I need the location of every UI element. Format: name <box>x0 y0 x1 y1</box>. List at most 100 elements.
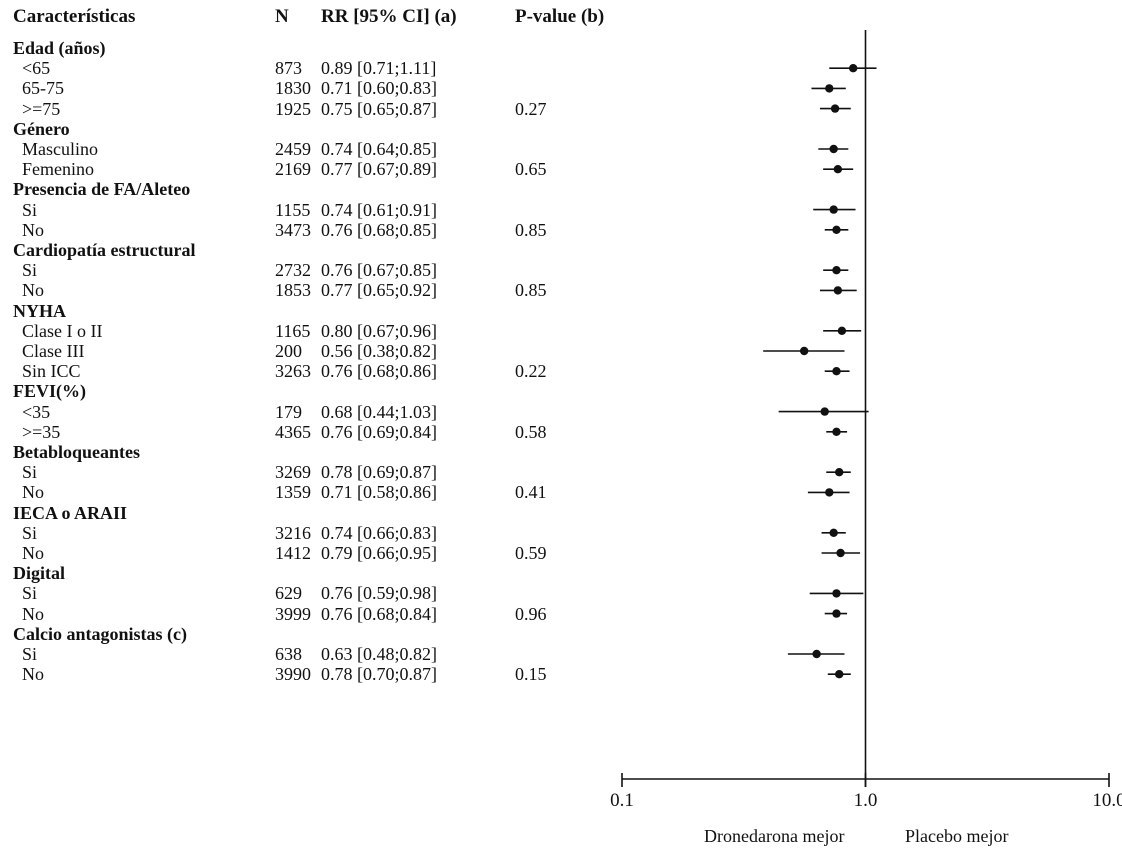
n-value: 629 <box>275 583 302 604</box>
footer-left-label: Dronedarona mejor <box>704 826 845 846</box>
group-label: Calcio antagonistas (c) <box>13 623 187 644</box>
n-value: 1830 <box>275 78 311 99</box>
subgroup-label: No <box>22 219 44 240</box>
rr-point <box>799 346 809 356</box>
rr-point <box>848 63 858 73</box>
group-header-row: IECA o ARAII <box>0 503 620 523</box>
subgroup-row: Sin ICC 3263 0.76 [0.68;0.86] 0.22 <box>0 361 620 381</box>
group-header-row: Género <box>0 119 620 139</box>
rr-point <box>829 144 838 154</box>
rr-ci-value: 0.71 [0.58;0.86] <box>321 482 437 503</box>
forest-axis: 0.1 1.0 10.0 <box>610 30 1122 811</box>
rr-ci-value: 0.78 [0.69;0.87] <box>321 462 437 483</box>
rr-ci-value: 0.74 [0.64;0.85] <box>321 139 437 159</box>
n-value: 1925 <box>275 98 311 119</box>
subgroup-label: No <box>22 543 44 563</box>
subgroup-row: No 1359 0.71 [0.58;0.86] 0.41 <box>0 482 620 502</box>
n-value: 2732 <box>275 260 311 281</box>
rr-ci-value: 0.78 [0.70;0.87] <box>321 664 437 685</box>
n-value: 200 <box>275 341 302 361</box>
p-value: 0.27 <box>515 98 547 119</box>
subgroup-label: No <box>22 603 44 624</box>
subgroup-row: Si 3216 0.74 [0.66;0.83] <box>0 523 620 543</box>
subgroup-label: Si <box>22 644 38 664</box>
group-header-row: Digital <box>0 563 620 583</box>
rr-point <box>832 609 841 618</box>
rr-point <box>832 266 841 275</box>
group-label: NYHA <box>13 300 66 321</box>
n-value: 1853 <box>275 280 311 301</box>
subgroup-label: Si <box>22 583 38 604</box>
p-value: 0.58 <box>515 421 547 442</box>
rr-point <box>835 468 844 477</box>
rr-point <box>829 528 838 537</box>
n-value: 873 <box>275 58 302 79</box>
subgroup-row: 65-75 1830 0.71 [0.60;0.83] <box>0 78 620 98</box>
footer-right-label: Placebo mejor <box>905 826 1009 846</box>
group-label: FEVI(%) <box>13 381 86 402</box>
subgroup-row: Femenino 2169 0.77 [0.67;0.89] 0.65 <box>0 159 620 179</box>
group-label: IECA o ARAII <box>13 502 128 523</box>
p-value: 0.41 <box>515 482 547 503</box>
subgroup-label: No <box>22 664 44 685</box>
p-value: 0.65 <box>515 159 547 180</box>
subgroup-label: No <box>22 482 44 503</box>
n-value: 638 <box>275 644 302 664</box>
x-tick-label: 10.0 <box>1092 790 1122 811</box>
rr-point <box>835 670 844 679</box>
rr-ci-value: 0.74 [0.61;0.91] <box>321 199 437 220</box>
subgroup-row: Si 1155 0.74 [0.61;0.91] <box>0 200 620 220</box>
subgroup-label: Si <box>22 462 38 483</box>
subgroup-row: <65 873 0.89 [0.71;1.11] <box>0 58 620 78</box>
group-header-row: FEVI(%) <box>0 381 620 401</box>
subgroup-row: Clase I o II 1165 0.80 [0.67;0.96] <box>0 321 620 341</box>
x-tick-label: 0.1 <box>610 790 634 811</box>
subgroup-label: Masculino <box>22 139 98 159</box>
rr-ci-value: 0.76 [0.69;0.84] <box>321 421 437 442</box>
subgroup-row: Masculino 2459 0.74 [0.64;0.85] <box>0 139 620 159</box>
subgroup-label: Femenino <box>22 159 94 180</box>
subgroup-row: No 1853 0.77 [0.65;0.92] 0.85 <box>0 280 620 300</box>
rr-ci-value: 0.77 [0.65;0.92] <box>321 280 437 301</box>
subgroup-label: >=75 <box>22 98 61 119</box>
n-value: 1165 <box>275 320 311 341</box>
rr-ci-value: 0.74 [0.66;0.83] <box>321 522 437 543</box>
n-value: 2459 <box>275 139 311 159</box>
group-header-row: Betabloqueantes <box>0 442 620 462</box>
rr-point <box>825 488 834 497</box>
rr-point <box>829 205 838 214</box>
header-n: N <box>275 6 289 27</box>
n-value: 3990 <box>275 664 311 685</box>
rr-point <box>832 589 841 598</box>
subgroup-row: Si 629 0.76 [0.59;0.98] <box>0 583 620 603</box>
group-label: Presencia de FA/Aleteo <box>13 179 191 200</box>
subgroup-label: Clase I o II <box>22 320 103 341</box>
p-value: 0.85 <box>515 280 547 301</box>
header-label: Características <box>13 6 136 27</box>
n-value: 1155 <box>275 199 311 220</box>
subgroup-label: >=35 <box>22 421 61 442</box>
p-value: 0.59 <box>515 543 547 563</box>
group-label: Digital <box>13 563 65 584</box>
rr-ci-value: 0.76 [0.67;0.85] <box>321 260 437 281</box>
subgroup-row: Si 638 0.63 [0.48;0.82] <box>0 644 620 664</box>
subgroup-row: No 3473 0.76 [0.68;0.85] 0.85 <box>0 220 620 240</box>
rr-ci-value: 0.76 [0.68;0.86] <box>321 361 437 382</box>
rr-point <box>833 165 843 174</box>
subgroup-label: <65 <box>22 58 51 79</box>
rr-point <box>837 326 847 335</box>
p-value: 0.22 <box>515 361 547 382</box>
rr-point <box>830 104 840 113</box>
subgroup-label: <35 <box>22 401 51 422</box>
x-tick-label: 1.0 <box>854 790 878 811</box>
n-value: 4365 <box>275 421 311 442</box>
rr-point <box>820 407 829 416</box>
subgroup-row: >=75 1925 0.75 [0.65;0.87] 0.27 <box>0 99 620 119</box>
subgroup-label: Sin ICC <box>22 361 81 382</box>
rr-ci-value: 0.77 [0.67;0.89] <box>321 159 437 180</box>
forest-marks <box>763 63 877 679</box>
rr-ci-value: 0.68 [0.44;1.03] <box>321 401 437 422</box>
n-value: 3263 <box>275 361 311 382</box>
rr-point <box>825 84 834 93</box>
